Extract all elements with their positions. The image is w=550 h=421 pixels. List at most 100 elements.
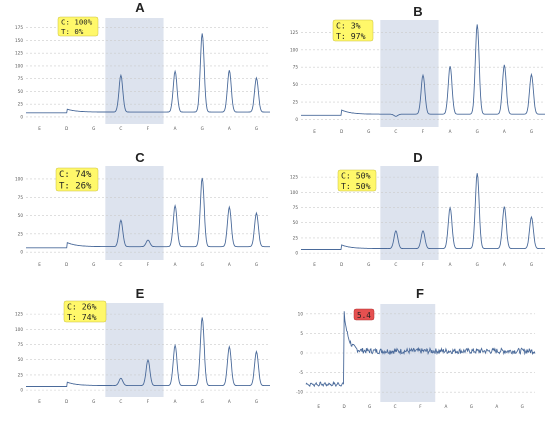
y-tick-label: 100 [290,190,298,195]
y-tick-label: -10 [296,390,303,395]
y-tick-label: 25 [18,102,24,107]
x-base-label: A [449,262,452,267]
x-base-label: G [201,126,204,131]
chart-panel-C: 0 25 50 75 100 E D G C F A G A G C C: 74% T: 26% [15,150,270,267]
x-base-label: D [65,399,68,404]
x-base-label: E [38,262,41,267]
y-tick-label: 25 [293,100,299,105]
badge-text: C: 26% [67,301,97,311]
badge-text: T: 97% [336,31,366,41]
x-base-label: G [530,129,533,134]
x-base-label: F [147,126,150,131]
x-base-label: G [201,262,204,267]
x-base-label: G [521,404,524,409]
y-tick-label: 100 [15,63,23,68]
x-base-label: C [119,262,122,267]
badge-text: T: 50% [341,181,371,191]
y-tick-label: -5 [299,370,304,375]
x-base-label: C [119,399,122,404]
x-base-label: D [65,126,68,131]
proportion-badge [57,16,99,37]
chart-panel-B: 0 25 50 75 100 125 E D G C F A G A G B C: 3%T: 97% [290,4,545,134]
x-base-label: G [92,262,95,267]
y-tick-label: 125 [290,30,298,35]
trace-line [26,317,270,387]
x-base-label: A [449,129,452,134]
x-base-label: C [394,129,397,134]
badge-text: T: 0% [61,27,84,36]
x-base-label: A [445,404,448,409]
highlight-band [380,166,439,260]
y-tick-label: 100 [15,176,23,181]
y-tick-label: 50 [18,89,24,94]
y-tick-label: 175 [15,25,23,30]
chart-panel-E: 0 25 50 75 100 125 E D G C F A G A G E C: 26%T: 74% [15,286,270,404]
y-tick-label: 0 [295,117,298,122]
x-base-label: A [174,399,177,404]
y-tick-label: 125 [290,175,298,180]
highlight-band [380,20,439,127]
x-base-label: G [367,262,370,267]
y-tick-label: 75 [18,342,24,347]
x-base-label: D [340,129,343,134]
x-base-label: C [394,404,397,409]
panel-title: E [136,286,145,301]
x-base-label: G [255,262,258,267]
x-base-label: C [394,262,397,267]
trace-line [301,173,545,250]
chart-panel-A: 0 25 50 75 100 125 150 175 E D G C F A G A G A C: 100%T: 0… [15,0,270,131]
badge-text: T: 26% [59,182,92,192]
x-base-label: E [38,126,41,131]
x-base-label: A [495,404,498,409]
badge-text: C: 74% [59,170,92,180]
y-tick-label: 25 [293,235,299,240]
x-base-label: G [470,404,473,409]
badge-text: T: 74% [67,312,97,322]
panel-title: C [135,150,145,165]
y-tick-label: 75 [18,195,24,200]
trace-line [301,24,545,117]
y-tick-label: 10 [298,311,304,316]
x-base-label: G [367,129,370,134]
proportion-badge [332,19,374,42]
x-base-label: F [147,262,150,267]
y-tick-label: 50 [293,82,299,87]
proportion-badge [55,167,99,192]
y-tick-label: 0 [295,251,298,256]
x-base-label: F [147,399,150,404]
y-tick-label: 0 [20,388,23,393]
x-base-label: E [313,262,316,267]
x-base-label: F [422,262,425,267]
x-base-label: G [92,126,95,131]
x-base-label: G [92,399,95,404]
x-base-label: G [476,129,479,134]
x-base-label: E [38,399,41,404]
badge-text: 5.4 [357,311,371,320]
y-tick-label: 75 [293,205,299,210]
x-base-label: A [503,129,506,134]
y-tick-label: 25 [18,231,24,236]
panel-title: F [416,286,424,301]
x-base-label: G [255,399,258,404]
x-base-label: D [343,404,346,409]
proportion-badge [63,300,107,323]
panel-title: D [413,150,422,165]
panel-title: B [413,4,422,19]
x-base-label: A [228,126,231,131]
y-tick-label: 75 [293,65,299,70]
chart-panel-D: 0 25 50 75 100 125 E D G C F A G A G D C: 50%T: 50% [290,150,545,267]
y-tick-label: 0 [20,114,23,119]
y-tick-label: 25 [18,372,24,377]
x-base-label: G [255,126,258,131]
y-tick-label: 75 [18,76,24,81]
x-base-label: A [174,262,177,267]
x-base-label: E [313,129,316,134]
badge-text: C: 50% [341,170,371,180]
x-base-label: D [340,262,343,267]
y-tick-label: 125 [15,312,23,317]
x-base-label: F [422,129,425,134]
x-base-label: D [65,262,68,267]
y-tick-label: 125 [15,51,23,56]
x-base-label: G [368,404,371,409]
